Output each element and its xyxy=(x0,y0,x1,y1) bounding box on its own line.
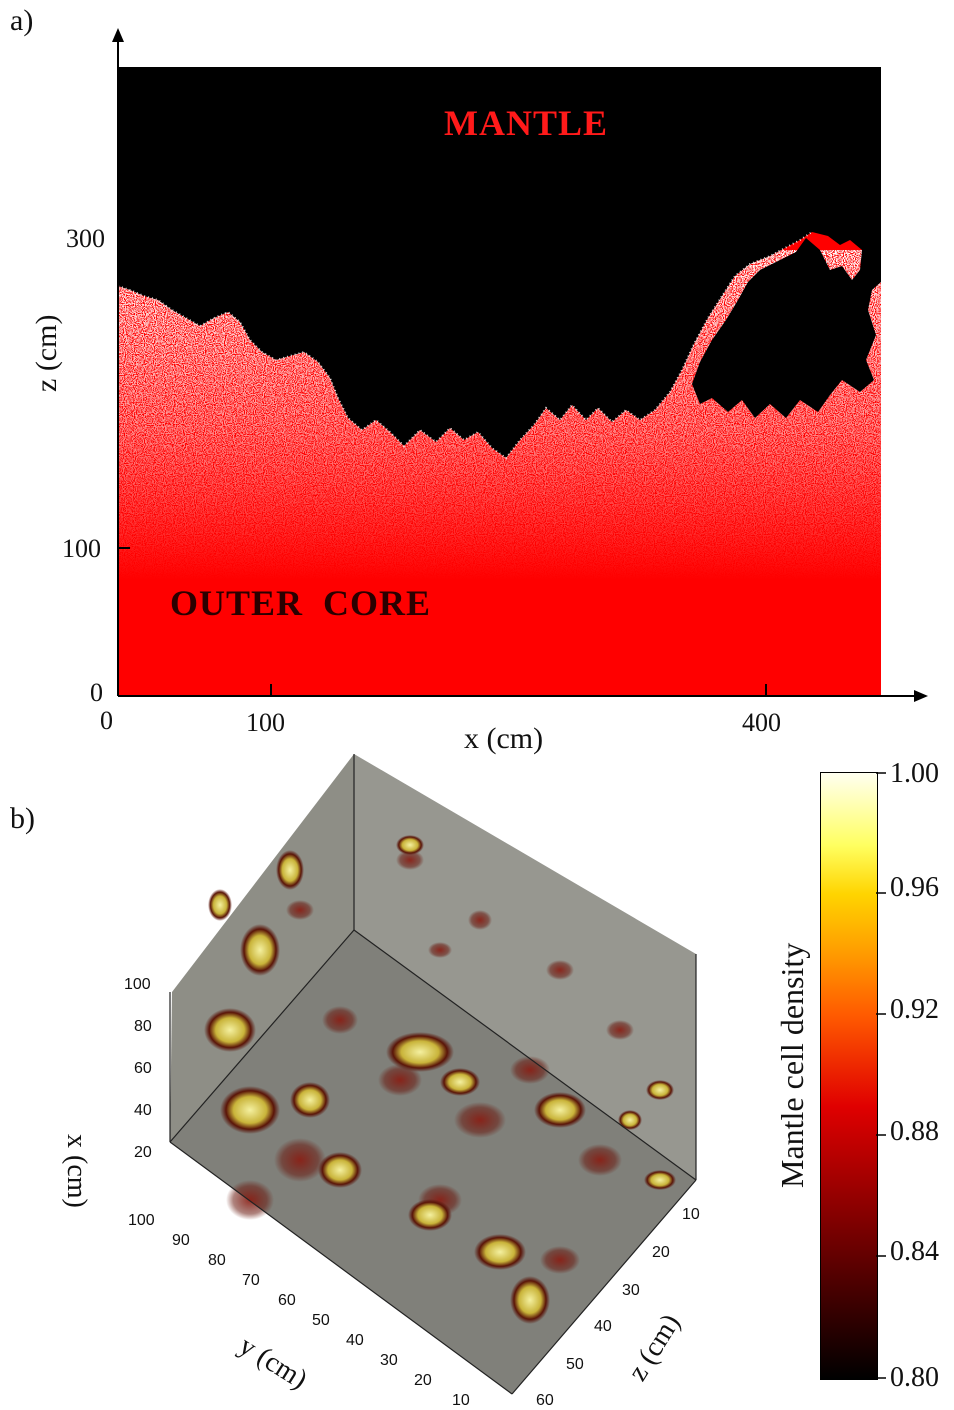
y-tick-label-3d: 100 xyxy=(128,1212,155,1229)
z-tick-label-3d: 30 xyxy=(622,1282,640,1299)
y-tick-label-3d: 80 xyxy=(208,1252,226,1269)
outer-core-label: OUTER CORE xyxy=(170,583,432,623)
colorbar-tick-label: 0.96 xyxy=(890,872,939,903)
x-tick-label: 0 xyxy=(100,706,113,735)
z-tick-label-3d: 40 xyxy=(594,1318,612,1335)
cube-edges xyxy=(169,754,697,1395)
y-tick-label-3d: 10 xyxy=(452,1392,470,1409)
colorbar-tick-label: 0.88 xyxy=(890,1116,939,1147)
colorbar-tick-label: 0.92 xyxy=(890,994,939,1025)
cube-face-right xyxy=(354,754,696,1180)
colorbar-tick-label: 0.80 xyxy=(890,1362,939,1393)
colorbar xyxy=(820,772,878,1380)
y-tick-label-3d: 60 xyxy=(278,1292,296,1309)
panel-a-figure xyxy=(112,28,928,702)
y-tick-label-3d: 70 xyxy=(242,1272,260,1289)
y-tick-label-3d: 30 xyxy=(380,1352,398,1369)
z-tick-label: 300 xyxy=(66,224,105,253)
mantle-plume xyxy=(440,350,488,400)
z-tick-label: 0 xyxy=(90,678,103,707)
panel-a-label: a) xyxy=(10,4,34,37)
x-tick-label: 400 xyxy=(742,708,781,737)
x-axis-arrow xyxy=(914,690,928,702)
density-blobs-red xyxy=(226,850,634,1274)
z-tick-label-3d: 60 xyxy=(536,1392,554,1409)
x-tick-label-3d: 20 xyxy=(134,1144,152,1161)
x-tick-label-3d: 60 xyxy=(134,1060,152,1077)
y-tick-label-3d: 50 xyxy=(312,1312,330,1329)
z-tick-label-3d: 50 xyxy=(566,1356,584,1373)
z-tick-label-3d: 20 xyxy=(652,1244,670,1261)
density-blobs-yellow xyxy=(204,835,676,1324)
colorbar-tick-label: 1.00 xyxy=(890,758,939,789)
z-tick-label: 100 xyxy=(62,534,101,563)
z-axis-title: z (cm) xyxy=(30,314,63,392)
cube-face-front xyxy=(170,930,696,1394)
interface-edge xyxy=(118,231,813,460)
colorbar-title: Mantle cell density xyxy=(774,942,810,1188)
mantle-plume xyxy=(190,270,232,310)
x-tick-label-3d: 80 xyxy=(134,1018,152,1035)
z-tick-label-3d: 10 xyxy=(682,1206,700,1223)
panel-b-cube xyxy=(169,754,697,1395)
x-axis-title-3d: x (cm) xyxy=(61,1134,92,1208)
colorbar-tick-label: 0.84 xyxy=(890,1236,939,1267)
panel-b-label: b) xyxy=(10,802,35,835)
y-tick-label-3d: 90 xyxy=(172,1232,190,1249)
y-tick-label-3d: 40 xyxy=(346,1332,364,1349)
z-axis-arrow xyxy=(112,28,124,42)
x-tick-label: 100 xyxy=(246,708,285,737)
x-tick-label-3d: 40 xyxy=(134,1102,152,1119)
y-tick-label-3d: 20 xyxy=(414,1372,432,1389)
mantle-region xyxy=(118,67,881,458)
mantle-label: MANTLE xyxy=(444,103,609,143)
colorbar-ticks xyxy=(876,772,886,1379)
x-tick-label-3d: 100 xyxy=(124,976,151,993)
mantle-plume xyxy=(296,254,356,330)
x-axis-title: x (cm) xyxy=(464,722,544,755)
